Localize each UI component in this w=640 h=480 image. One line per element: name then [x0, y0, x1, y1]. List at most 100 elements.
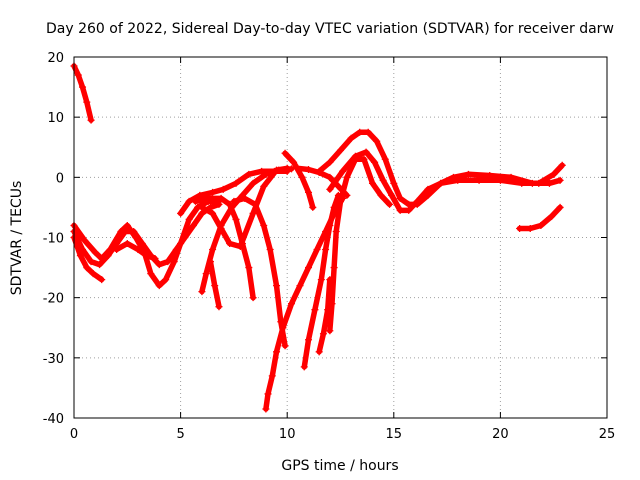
data-point [230, 197, 238, 205]
data-point [121, 227, 129, 235]
data-point [204, 194, 212, 202]
data-point [123, 240, 131, 248]
data-point [287, 300, 295, 308]
data-point [371, 158, 379, 166]
data-point [362, 148, 370, 156]
series-line [282, 150, 316, 211]
y-tick-label: -40 [43, 412, 64, 427]
data-point [516, 224, 524, 232]
data-point [142, 252, 150, 260]
series-track-17 [294, 164, 351, 199]
data-point [155, 282, 163, 290]
data-point [151, 255, 159, 263]
data-point [317, 276, 325, 284]
data-point [147, 270, 155, 278]
data-point [279, 324, 287, 332]
data-point [273, 348, 281, 356]
data-point [381, 155, 389, 163]
data-point [281, 342, 289, 350]
data-point [300, 363, 308, 371]
data-point [296, 282, 304, 290]
data-point [526, 224, 534, 232]
data-point [334, 182, 342, 190]
data-point [535, 179, 543, 187]
data-point [266, 246, 274, 254]
data-point [356, 128, 364, 136]
data-point [326, 173, 334, 181]
data-point [264, 390, 272, 398]
data-point [290, 158, 298, 166]
series-line [316, 276, 333, 355]
data-point [134, 246, 142, 254]
data-point [217, 224, 225, 232]
data-point [172, 246, 180, 254]
data-point [211, 282, 219, 290]
data-point [113, 246, 121, 254]
data-point [238, 240, 246, 248]
data-point [198, 203, 206, 211]
data-point [192, 197, 200, 205]
data-point [262, 170, 270, 178]
data-point [209, 246, 217, 254]
data-point [373, 137, 381, 145]
data-point [249, 294, 257, 302]
series-track-10 [192, 194, 257, 302]
data-point [309, 203, 317, 211]
data-point [339, 167, 347, 175]
data-point [104, 252, 112, 260]
data-point [537, 221, 545, 229]
data-point [198, 209, 206, 217]
y-tick-label: -10 [43, 232, 64, 247]
data-point [413, 197, 421, 205]
data-point [454, 176, 462, 184]
data-point [98, 276, 106, 284]
data-point [311, 306, 319, 314]
series-track-13 [300, 191, 342, 371]
data-point [343, 173, 351, 181]
y-tick-label: 0 [56, 171, 64, 186]
series-track-11 [230, 194, 289, 350]
data-point [87, 116, 95, 124]
data-point [330, 264, 338, 272]
chart-title: Day 260 of 2022, Sidereal Day-to-day VTE… [46, 21, 614, 37]
x-tick-label: 10 [279, 427, 296, 442]
series-track-1 [70, 62, 95, 124]
series-track-20 [516, 203, 564, 232]
data-point [326, 327, 334, 335]
data-point [319, 330, 327, 338]
data-point [96, 261, 104, 269]
data-point [283, 164, 291, 172]
data-point [81, 237, 89, 245]
data-point [260, 182, 268, 190]
data-point [545, 179, 553, 187]
series-track-2 [70, 197, 223, 290]
data-point [226, 240, 234, 248]
data-point [91, 249, 99, 257]
data-point [262, 405, 270, 413]
data-point [215, 303, 223, 311]
y-tick-label: -30 [43, 352, 64, 367]
data-point [74, 71, 82, 79]
data-point [390, 179, 398, 187]
data-point [343, 191, 351, 199]
data-point [79, 83, 87, 91]
data-series [70, 62, 566, 413]
data-point [464, 170, 472, 178]
series-line [301, 192, 342, 370]
data-point [198, 288, 206, 296]
data-point [326, 158, 334, 166]
data-point [273, 282, 281, 290]
data-point [437, 179, 445, 187]
y-tick-label: 10 [47, 111, 64, 126]
data-point [185, 197, 193, 205]
data-point [273, 166, 281, 174]
plot-frame [73, 56, 608, 419]
data-point [518, 179, 526, 187]
data-point [251, 200, 259, 208]
x-tick-label: 25 [599, 427, 616, 442]
data-point [209, 188, 217, 196]
x-tick-label: 0 [70, 427, 78, 442]
data-point [298, 173, 306, 181]
data-point [217, 194, 225, 202]
